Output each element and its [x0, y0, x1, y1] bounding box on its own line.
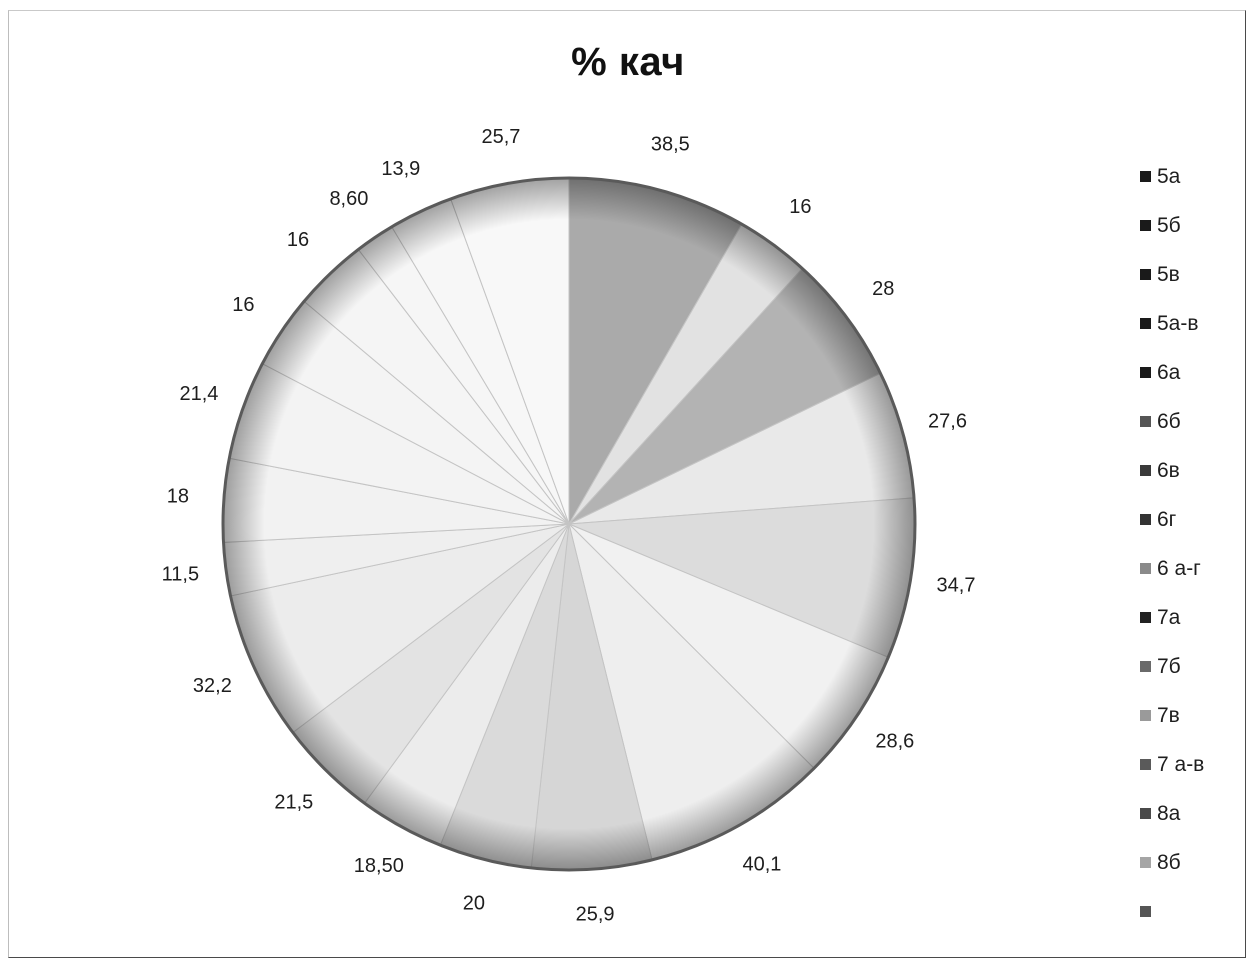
slice-data-label: 13,9: [381, 158, 420, 180]
legend-item: 6б: [1140, 397, 1250, 446]
legend-label: 5б: [1157, 213, 1181, 237]
legend-item: 8б: [1140, 838, 1250, 887]
slice-data-label: 28: [872, 278, 894, 300]
legend-item: 6в: [1140, 446, 1250, 495]
legend-swatch: [1140, 269, 1151, 280]
legend-item: 6 а-г: [1140, 544, 1250, 593]
legend-label: 8а: [1157, 801, 1181, 825]
legend-swatch: [1140, 318, 1151, 329]
slice-data-label: 18,50: [354, 855, 404, 877]
legend-item: 6г: [1140, 495, 1250, 544]
legend-label: 5в: [1157, 262, 1180, 286]
legend-item: 7 а-в: [1140, 740, 1250, 789]
slice-data-label: 27,6: [928, 410, 967, 432]
legend-swatch: [1140, 367, 1151, 378]
slice-data-label: 32,2: [193, 675, 232, 697]
legend-swatch: [1140, 171, 1151, 182]
legend-item: 5б: [1140, 201, 1250, 250]
chart-title: % кач: [571, 40, 685, 84]
slice-data-label: 25,7: [481, 126, 520, 148]
legend-label: 5а-в: [1157, 311, 1199, 335]
legend-swatch: [1140, 857, 1151, 868]
chart-legend: 5а 5б 5в 5а-в 6а 6б 6в 6г 6 а-г 7а 7б 7в 7 а-в 8а 8б: [1140, 152, 1250, 936]
legend-swatch: [1140, 220, 1151, 231]
legend-label: 6а: [1157, 360, 1181, 384]
legend-label: 6г: [1157, 507, 1177, 531]
legend-swatch: [1140, 465, 1151, 476]
legend-swatch: [1140, 906, 1151, 917]
legend-item: 5а-в: [1140, 299, 1250, 348]
legend-swatch: [1140, 661, 1151, 672]
pie-data-labels: 38,5 16 28 27,6 34,7 28,6 40,1 25,9 20 18,50 21,5 3…: [162, 126, 976, 925]
legend-swatch: [1140, 612, 1151, 623]
legend-item: 5а: [1140, 152, 1250, 201]
slice-data-label: 21,5: [274, 791, 313, 813]
legend-swatch: [1140, 416, 1151, 427]
legend-label: 6в: [1157, 458, 1180, 482]
slice-data-label: 25,9: [576, 903, 615, 925]
slice-data-label: 8,60: [329, 188, 368, 210]
legend-label: 6б: [1157, 409, 1181, 433]
legend-label: 7в: [1157, 703, 1180, 727]
slice-data-label: 40,1: [742, 854, 781, 876]
legend-label: 5а: [1157, 164, 1181, 188]
slice-data-label: 18: [167, 485, 189, 507]
slice-data-label: 34,7: [937, 575, 976, 597]
chart-frame: [8, 10, 1246, 958]
legend-label: 6 а-г: [1157, 556, 1201, 580]
slice-data-label: 28,6: [875, 730, 914, 752]
slice-data-label: 38,5: [651, 134, 690, 156]
legend-label: 7б: [1157, 654, 1181, 678]
slice-data-label: 11,5: [162, 564, 199, 586]
slice-data-label: 16: [232, 294, 254, 316]
legend-swatch: [1140, 710, 1151, 721]
legend-label: 8б: [1157, 850, 1181, 874]
legend-item: 7в: [1140, 691, 1250, 740]
legend-label: 7а: [1157, 605, 1181, 629]
legend-swatch: [1140, 759, 1151, 770]
slice-data-label: 20: [463, 893, 485, 915]
legend-item: 6а: [1140, 348, 1250, 397]
legend-item: 8а: [1140, 789, 1250, 838]
slice-data-label: 21,4: [180, 383, 219, 405]
pie-slices: [222, 177, 916, 871]
legend-item: [1140, 887, 1250, 936]
legend-label: 7 а-в: [1157, 752, 1205, 776]
legend-swatch: [1140, 563, 1151, 574]
legend-item: 7б: [1140, 642, 1250, 691]
slice-data-label: 16: [789, 196, 811, 218]
legend-item: 5в: [1140, 250, 1250, 299]
legend-swatch: [1140, 514, 1151, 525]
slice-data-label: 16: [287, 229, 309, 251]
legend-item: 7а: [1140, 593, 1250, 642]
legend-swatch: [1140, 808, 1151, 819]
